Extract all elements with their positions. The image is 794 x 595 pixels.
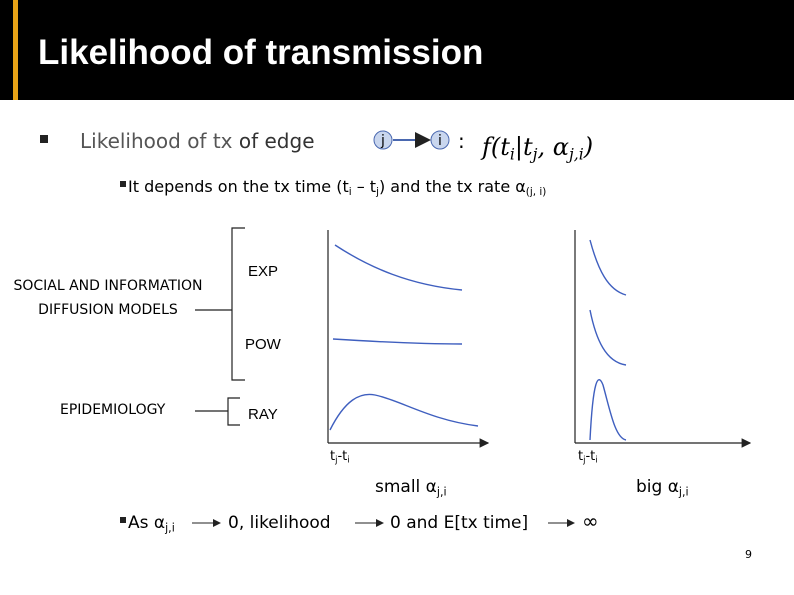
text-run: t xyxy=(578,449,583,464)
node-from-label: j xyxy=(380,133,385,149)
subscript: j xyxy=(375,186,379,198)
text-run: small α xyxy=(375,477,437,497)
exp-curve-2 xyxy=(589,239,627,296)
exp-curve-1 xyxy=(334,244,463,291)
bullet-2-marker xyxy=(120,517,126,523)
subscript: j,i xyxy=(566,145,584,163)
node-to-label: i xyxy=(438,133,442,149)
header-bar xyxy=(0,0,794,100)
text-run: t xyxy=(330,449,335,464)
text-run: It depends on the tx time (t xyxy=(128,177,349,196)
text-run: As α xyxy=(128,513,165,533)
text-run: ) and the tx rate α xyxy=(379,177,526,196)
subscript: i xyxy=(510,146,515,164)
subscript: i xyxy=(347,454,349,464)
text-run: -t xyxy=(337,449,347,464)
subscript: i xyxy=(349,186,352,198)
step-2: 0 and E[tx time] xyxy=(390,513,528,533)
bullet-text: Likelihood of tx of edge xyxy=(80,129,315,153)
text-run: big α xyxy=(636,477,679,497)
text-run: -t xyxy=(585,449,595,464)
node-from xyxy=(373,130,393,150)
social-label-2: DIFFUSION MODELS xyxy=(38,302,178,318)
x-label-1: tj-ti xyxy=(330,449,350,465)
pow-curve-1 xyxy=(332,338,463,345)
subscript: j xyxy=(582,455,585,465)
formula: f(ti|tj, αj,i) xyxy=(480,133,593,164)
ray-label: RAY xyxy=(248,406,278,423)
subscript: j,i xyxy=(164,521,175,534)
subscript: j xyxy=(334,455,337,465)
colon: : xyxy=(458,129,465,153)
pow-curve-2 xyxy=(589,309,627,366)
node-to xyxy=(430,130,450,150)
step-1: 0, likelihood xyxy=(228,513,331,533)
bullet-text-b: of edge xyxy=(239,129,315,153)
social-bracket xyxy=(195,227,245,381)
bullet-text-a: Likelihood of tx xyxy=(80,129,233,153)
subscript: j,i xyxy=(678,485,689,498)
exp-label: EXP xyxy=(248,263,278,280)
header-stripe xyxy=(13,0,18,100)
big-alpha: big αj,i xyxy=(636,477,689,498)
subscript: j,i xyxy=(436,485,447,498)
epi-bracket xyxy=(195,397,240,426)
text-run: , α xyxy=(537,133,568,161)
subscript: i xyxy=(595,454,597,464)
small-alpha: small αj,i xyxy=(375,477,447,498)
x-label-2: tj-ti xyxy=(578,449,598,465)
text-run: f(t xyxy=(480,133,510,161)
subscript: j xyxy=(530,146,538,164)
ray-curve-2 xyxy=(589,379,627,441)
bullet-marker xyxy=(40,135,48,143)
pow-label: POW xyxy=(245,336,282,353)
step-3: ∞ xyxy=(582,509,599,533)
epidemiology-label: EPIDEMIOLOGY xyxy=(60,402,166,418)
bullet-2-as: As αj,i xyxy=(128,513,175,534)
ray-curve-1 xyxy=(329,393,479,431)
text-run: – t xyxy=(352,177,376,196)
sub-bullet-marker xyxy=(120,181,126,187)
text-run: |t xyxy=(515,133,533,162)
social-label-1: SOCIAL AND INFORMATION xyxy=(13,278,202,294)
page-number: 9 xyxy=(745,548,752,561)
sub-bullet-text: It depends on the tx time (ti – tj) and … xyxy=(128,177,546,198)
text-run: ) xyxy=(583,133,593,161)
title: Likelihood of transmission xyxy=(38,33,483,72)
subscript: (j, i) xyxy=(526,186,547,198)
